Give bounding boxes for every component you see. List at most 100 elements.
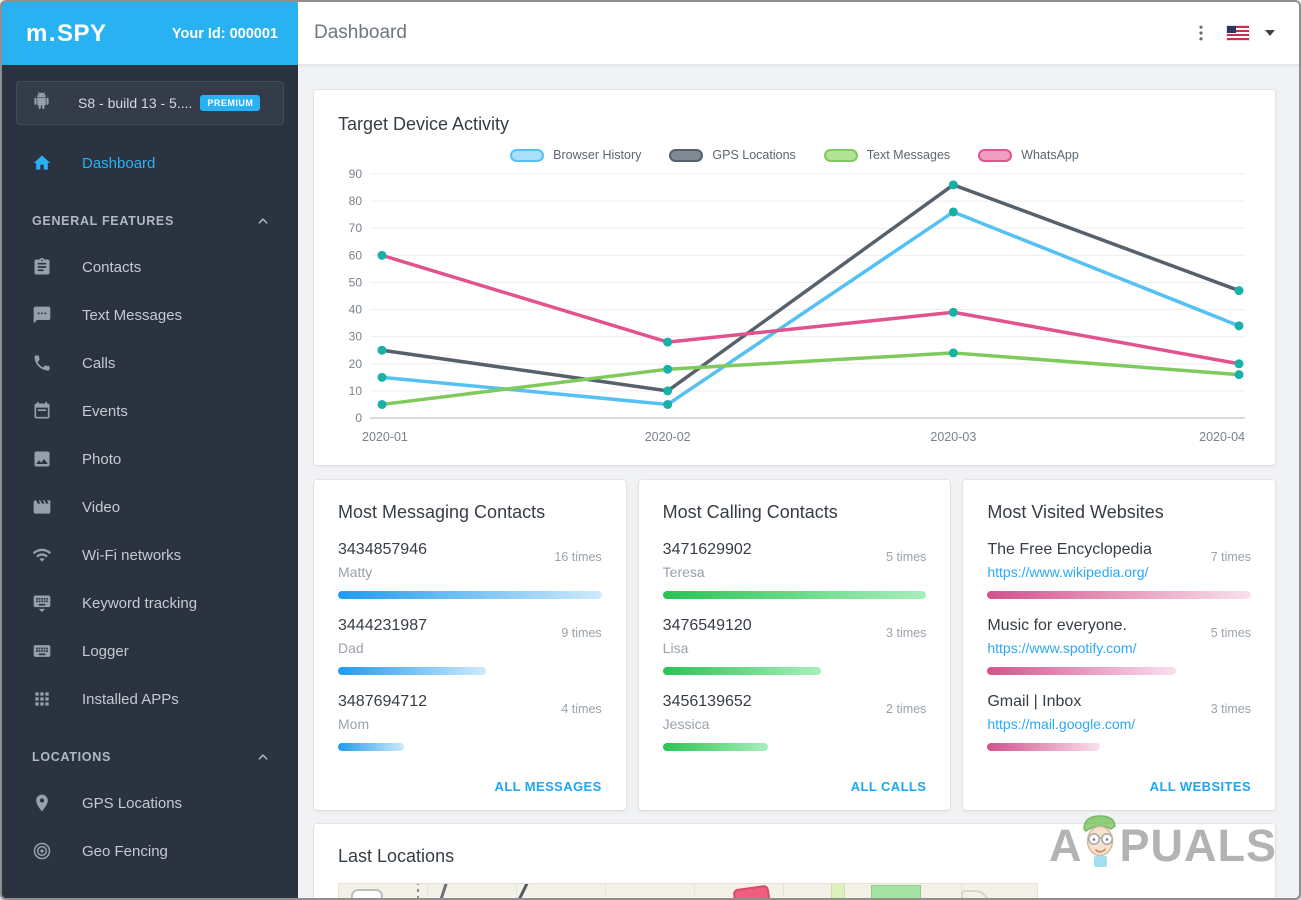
list-item: Gmail | Inbox https://mail.google.com/3 t…: [987, 693, 1251, 732]
frequency-bar: [987, 591, 1252, 599]
photo-icon: [34, 451, 50, 467]
logo-m: m: [26, 19, 48, 47]
legend-item-browser-history[interactable]: Browser History: [510, 148, 641, 162]
list-item: 3434857946 Matty 16 times: [338, 541, 602, 580]
android-icon: [34, 92, 49, 109]
sidebar-item-label: Events: [82, 402, 128, 420]
svg-text:80: 80: [349, 194, 363, 208]
chart-title: Target Device Activity: [338, 114, 510, 134]
map-decor-park: [831, 884, 845, 898]
list-item: 3487694712 Mom 4 times: [338, 693, 602, 732]
sidebar-item-installed-apps[interactable]: Installed APPs: [2, 675, 298, 723]
sidebar-item-label: Wi-Fi networks: [82, 546, 182, 564]
sidebar-item-logger[interactable]: Logger: [2, 627, 298, 675]
activity-line-chart: 0 10 20 30 40 50 60 70 80 90 2020-01 2020-02 2020-03…: [338, 164, 1251, 448]
frequency-bar: [662, 591, 927, 599]
list-item: The Free Encyclopedia https://www.wikiped…: [987, 541, 1251, 580]
list-item-primary: The Free Encyclopedia: [987, 541, 1152, 558]
page-title: Dashboard: [314, 22, 407, 43]
list-item-text: Gmail | Inbox https://mail.google.com/: [987, 693, 1210, 732]
svg-text:2020-04: 2020-04: [1199, 430, 1245, 444]
content-area: Target Device Activity Browser History GP…: [298, 65, 1299, 898]
svg-text:50: 50: [349, 275, 363, 289]
top-bar: Dashboard: [298, 2, 1299, 65]
frequency-bar: [987, 743, 1101, 751]
list-item-primary: 3456139652: [662, 693, 752, 710]
map-decor-road: [503, 884, 530, 898]
sidebar-item-label: Contacts: [82, 258, 142, 276]
legend-label: Text Messages: [866, 148, 951, 162]
sidebar-item-keyword-tracking[interactable]: Keyword tracking: [2, 579, 298, 627]
stat-cards-row: Most Messaging Contacts 3434857946 Matty 16…: [314, 480, 1276, 810]
list-item-primary: Gmail | Inbox: [987, 693, 1082, 710]
website-link[interactable]: https://www.wikipedia.org/: [987, 564, 1149, 580]
list-item: 3456139652 Jessica 2 times: [663, 693, 927, 732]
caret-down-icon[interactable]: [1265, 30, 1275, 36]
stat-card-most-messaging-contacts: Most Messaging Contacts 3434857946 Matty 16…: [314, 480, 626, 810]
kebab-menu-icon[interactable]: [1191, 23, 1211, 43]
card-footer-link[interactable]: ALL WEBSITES: [1149, 779, 1252, 794]
sidebar-item-gps-locations[interactable]: GPS Locations: [2, 779, 298, 827]
contact-name: Lisa: [662, 640, 689, 656]
section-header-locations[interactable]: LOCATIONS: [2, 735, 298, 779]
website-link[interactable]: https://mail.google.com/: [987, 716, 1136, 732]
map-decor-park: [871, 885, 921, 898]
card-footer-link[interactable]: ALL MESSAGES: [494, 779, 602, 794]
times-count: 9 times: [561, 626, 602, 640]
card-footer-link[interactable]: ALL CALLS: [850, 779, 927, 794]
sidebar-item-geo-fencing[interactable]: Geo Fencing: [2, 827, 298, 875]
times-count: 5 times: [1210, 626, 1252, 640]
sidebar-nav: Dashboard GENERAL FEATURES Contacts Text M…: [2, 127, 298, 898]
svg-text:40: 40: [349, 303, 363, 317]
sidebar: m. SPY Your Id: 000001 S8 - build 13 - 5.…: [2, 2, 298, 898]
frequency-bar: [338, 667, 487, 675]
device-name: S8 - build 13 - 5....: [78, 95, 193, 111]
legend-swatch: [978, 148, 1013, 162]
stat-card-most-calling-contacts: Most Calling Contacts 3471629902 Teresa 5 t…: [638, 480, 951, 810]
sidebar-item-calls[interactable]: Calls: [2, 339, 298, 387]
sidebar-item-events[interactable]: Events: [2, 387, 298, 435]
list-item-text: 3444231987 Dad: [338, 617, 561, 656]
legend-item-text-messages[interactable]: Text Messages: [823, 148, 951, 162]
frequency-bar: [338, 591, 602, 599]
list-item-primary: 3471629902: [662, 541, 752, 558]
list-item-primary: 3476549120: [662, 617, 752, 634]
keyboard-hide-icon: [33, 595, 51, 613]
times-count: 3 times: [886, 626, 927, 640]
brand-bar: m. SPY Your Id: 000001: [2, 2, 298, 65]
list-item-text: 3456139652 Jessica: [663, 693, 886, 732]
stat-card-title: Most Calling Contacts: [662, 502, 838, 522]
contact-name: Teresa: [662, 564, 705, 580]
legend-label: WhatsApp: [1021, 148, 1079, 162]
legend-item-gps-locations[interactable]: GPS Locations: [669, 148, 796, 162]
sidebar-item-video[interactable]: Video: [2, 483, 298, 531]
sidebar-item-contacts[interactable]: Contacts: [2, 243, 298, 291]
sidebar-item-label: Geo Fencing: [82, 842, 168, 860]
svg-text:10: 10: [349, 384, 363, 398]
section-header-general-features[interactable]: GENERAL FEATURES: [2, 199, 298, 243]
legend-label: GPS Locations: [712, 148, 796, 162]
sidebar-item-dashboard[interactable]: Dashboard: [2, 139, 298, 187]
user-id-label: Your Id: 000001: [171, 25, 278, 42]
svg-text:30: 30: [349, 330, 363, 344]
sidebar-item-text-messages[interactable]: Text Messages: [2, 291, 298, 339]
svg-text:2020-01: 2020-01: [362, 430, 408, 444]
list-item: 3476549120 Lisa 3 times: [663, 617, 927, 656]
map-zoom-control[interactable]: [351, 889, 383, 898]
logo-spy: SPY: [57, 19, 107, 47]
times-count: 2 times: [886, 702, 927, 716]
us-flag-icon[interactable]: [1226, 25, 1250, 41]
sidebar-item-wi-fi-networks[interactable]: Wi-Fi networks: [2, 531, 298, 579]
sidebar-item-photo[interactable]: Photo: [2, 435, 298, 483]
mspy-logo[interactable]: m. SPY: [26, 20, 107, 48]
activity-chart-card: Target Device Activity Browser History GP…: [314, 90, 1275, 465]
sidebar-item-label: Logger: [82, 642, 129, 660]
stat-card-most-visited-websites: Most Visited Websites The Free Encycloped…: [963, 480, 1276, 810]
legend-swatch: [669, 148, 704, 162]
website-link[interactable]: https://www.spotify.com/: [987, 640, 1137, 656]
chat-icon: [33, 306, 51, 324]
device-selector[interactable]: S8 - build 13 - 5.... PREMIUM: [16, 81, 284, 125]
list-item: 3444231987 Dad 9 times: [338, 617, 602, 656]
locations-map-preview[interactable]: [338, 883, 1038, 898]
legend-item-whatsapp[interactable]: WhatsApp: [978, 148, 1079, 162]
